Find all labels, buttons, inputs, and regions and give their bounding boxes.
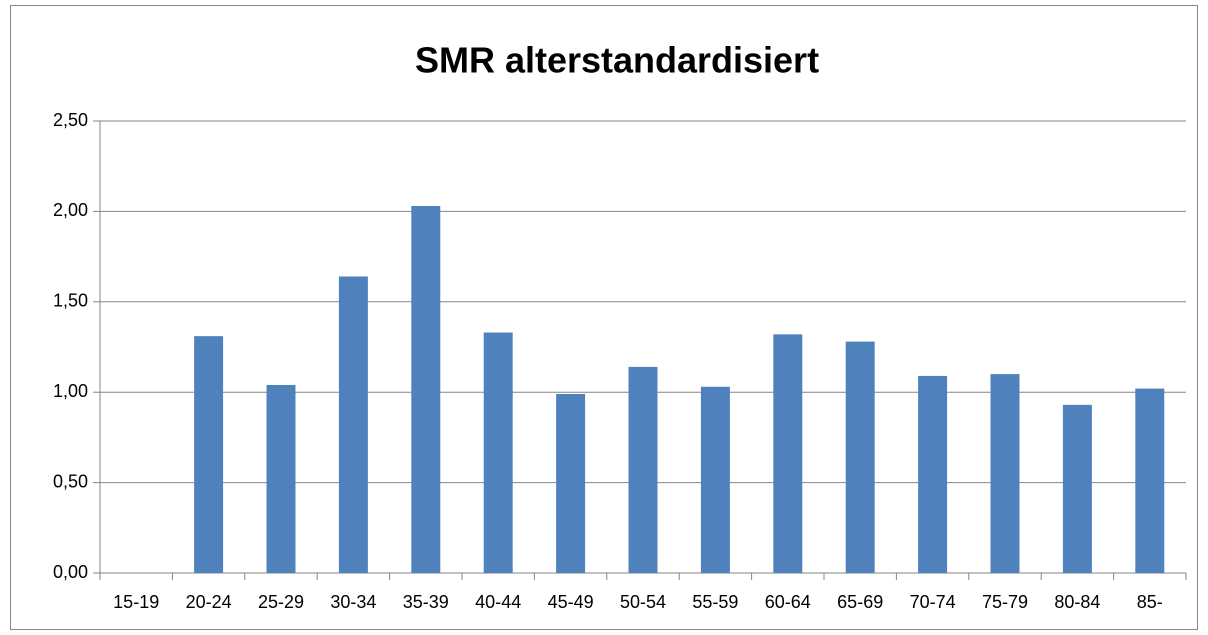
y-tick-label: 2,50: [53, 110, 88, 130]
bar: [700, 386, 730, 573]
x-tick-label: 55-59: [692, 592, 738, 612]
x-tick-label: 35-39: [403, 592, 449, 612]
bar: [1135, 388, 1165, 573]
y-tick-label: 1,50: [53, 291, 88, 311]
x-tick-label: 40-44: [475, 592, 521, 612]
x-tick-label: 30-34: [330, 592, 376, 612]
x-tick-label: 85-: [1137, 592, 1163, 612]
bar: [628, 366, 658, 573]
y-tick-label: 2,00: [53, 200, 88, 220]
x-tick-label: 50-54: [620, 592, 666, 612]
x-tick-label: 70-74: [910, 592, 956, 612]
bar: [556, 394, 586, 573]
bar: [483, 332, 513, 573]
bar: [918, 375, 948, 573]
bar: [845, 341, 875, 573]
bar: [411, 205, 441, 573]
y-tick-label: 1,00: [53, 381, 88, 401]
bar: [1062, 404, 1092, 573]
bar: [338, 276, 368, 573]
bar: [266, 384, 296, 573]
x-tick-label: 25-29: [258, 592, 304, 612]
bar: [773, 334, 803, 573]
x-tick-label: 75-79: [982, 592, 1028, 612]
chart-title: SMR alterstandardisiert: [415, 40, 819, 81]
x-tick-label: 80-84: [1054, 592, 1100, 612]
x-tick-label: 20-24: [186, 592, 232, 612]
y-tick-label: 0,50: [53, 471, 88, 491]
x-tick-label: 65-69: [837, 592, 883, 612]
x-tick-label: 60-64: [765, 592, 811, 612]
x-tick-label: 45-49: [548, 592, 594, 612]
y-tick-label: 0,00: [53, 562, 88, 582]
bar: [990, 374, 1020, 573]
x-tick-label: 15-19: [113, 592, 159, 612]
bar: [194, 336, 224, 573]
